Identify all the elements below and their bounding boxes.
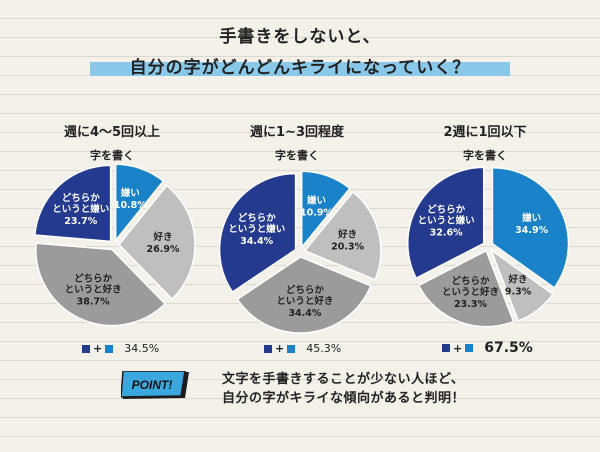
- pie-1-slice-4-label-line: どちらか: [62, 192, 101, 204]
- pie-2-slice-4-label-line: どちらか: [238, 212, 277, 224]
- chart-2-legend: + 45.3%: [264, 342, 341, 355]
- pie-2-slice-1-value: 10.9%: [300, 207, 333, 218]
- chart-3-legend: + 67.5%: [442, 340, 533, 356]
- chart-3-title: 2週に1回以下: [443, 125, 527, 140]
- pie-1-slice-4-label-line: というと嫌い: [52, 203, 109, 215]
- chart-1-summary: 34.5%: [124, 342, 160, 355]
- pie-3-slice-1: [491, 166, 570, 289]
- dark-blue-square-icon: [442, 344, 450, 352]
- pie-3-slice-4-label: どちらかというと嫌い: [418, 203, 475, 226]
- pie-3-slice-4-label-line: どちらか: [427, 203, 466, 215]
- pie-3-slice-2-label-line: 好き: [508, 273, 528, 285]
- point-badge-shape: [121, 371, 186, 398]
- pie-1-slice-2-label: 好き: [153, 231, 173, 243]
- pie-2-slice-3-label-line: どちらか: [286, 284, 325, 296]
- pie-3-slice-2-label: 好き: [508, 273, 528, 285]
- pie-1-slice-1: [114, 163, 165, 243]
- pie-3-slice-2-value: 9.3%: [505, 286, 532, 297]
- chart-3-summary: 67.5%: [484, 340, 533, 356]
- title-line-2-wrap: 自分の字がどんどんキライになっていく？: [89, 53, 511, 78]
- point-badge: POINT!: [121, 371, 189, 399]
- legend-plus: +: [275, 342, 285, 355]
- chart-3-subtitle: 字を書く: [463, 149, 507, 162]
- blue-square-icon: [287, 344, 296, 353]
- chart-2-summary: 45.3%: [306, 342, 342, 355]
- pie-2-slice-1-label-line: 嫌い: [306, 194, 326, 206]
- pie-2-slice-4-label: どちらかというと嫌い: [228, 212, 285, 235]
- pie-2-slice-1: [300, 170, 351, 250]
- pie-3-slice-1-label: 嫌い: [521, 212, 541, 224]
- pie-2-slice-4-label-line: というと嫌い: [228, 223, 285, 235]
- pie-3-slice-2: [489, 247, 554, 322]
- pie-1-slice-1-value: 10.8%: [114, 200, 147, 211]
- title-line-2: 自分の字がどんどんキライになっていく？: [129, 58, 471, 78]
- legend-plus: +: [453, 341, 463, 355]
- point-line-1: 文字を手書きすることが少ない人ほど、: [222, 372, 465, 387]
- legend-plus: +: [93, 342, 103, 355]
- pie-3-slice-4: [406, 166, 485, 280]
- pie-3-slice-3-label: どちらかというと好き: [442, 275, 499, 298]
- title-highlight-band: [89, 62, 511, 76]
- title-line-1: 手書きをしないと、: [219, 27, 381, 47]
- pie-2-slice-3-value: 34.4%: [288, 308, 321, 319]
- chart-2-subtitle: 字を書く: [275, 149, 319, 162]
- pie-1-slice-4-label: どちらかというと嫌い: [52, 192, 109, 215]
- chart-2-header: 週に1~3回程度 字を書く: [197, 121, 397, 163]
- blue-square-icon: [465, 344, 474, 352]
- pie-2-slice-2: [303, 190, 382, 281]
- chart-2-title: 週に1~3回程度: [250, 125, 344, 140]
- pie-3-slice-3-value: 23.3%: [454, 299, 487, 310]
- title-block: 手書きをしないと、 自分の字がどんどんキライになっていく？: [0, 22, 600, 78]
- pie-3-slice-4-value: 32.6%: [430, 227, 463, 238]
- chart-1-subtitle: 字を書く: [90, 149, 134, 162]
- pie-2-slice-2-label-line: 好き: [337, 228, 357, 240]
- pie-2-slice-1-label: 嫌い: [306, 194, 326, 206]
- pie-2-slice-2-value: 20.3%: [331, 241, 364, 252]
- dark-blue-square-icon: [82, 344, 90, 353]
- pie-3-slice-1-label-line: 嫌い: [521, 212, 541, 224]
- pie-1-slice-3-label-line: というと好き: [65, 283, 122, 295]
- point-line-2: 自分の字がキライな傾向があると判明！: [222, 391, 466, 406]
- pie-1-slice-4: [34, 164, 112, 243]
- point-text: 文字を手書きすることが少ない人ほど、 自分の字がキライな傾向があると判明！: [222, 370, 465, 408]
- pie-3-slice-3-label-line: どちらか: [452, 275, 491, 287]
- blue-square-icon: [105, 344, 114, 353]
- pie-3-slice-4-label-line: というと嫌い: [418, 214, 475, 226]
- chart-1-title: 週に4～5回以上: [63, 125, 161, 140]
- pie-3-slice-3: [417, 249, 515, 328]
- chart-1-header: 週に4～5回以上 字を書く: [12, 121, 212, 163]
- dark-blue-square-icon: [264, 344, 272, 353]
- chart-1-legend: + 34.5%: [82, 342, 159, 355]
- pie-2-slice-3: [236, 256, 372, 334]
- pie-2-slice-3-label: どちらかというと好き: [276, 284, 333, 307]
- pie-2-slice-2-label: 好き: [337, 228, 357, 240]
- pie-3-slice-1-value: 34.9%: [515, 225, 548, 236]
- pie-2-slice-3-label-line: というと好き: [276, 295, 333, 307]
- pie-1-slice-2-value: 26.9%: [147, 244, 180, 255]
- pie-1-slice-3-label: どちらかというと好き: [65, 272, 122, 295]
- pie-1-slice-1-label: 嫌い: [120, 187, 140, 199]
- pie-3-slice-3-label-line: というと好き: [442, 286, 499, 298]
- point-badge-text: POINT!: [132, 378, 173, 392]
- chart-3-header: 2週に1回以下 字を書く: [385, 121, 585, 163]
- pie-2-slice-4-value: 34.4%: [240, 236, 273, 247]
- pie-2-slice-4: [218, 172, 297, 294]
- pie-1-slice-4-value: 23.7%: [64, 216, 97, 227]
- pie-1-slice-2-label-line: 好き: [153, 231, 173, 243]
- pie-1-slice-3-label-line: どちらか: [74, 272, 113, 284]
- pie-1-slice-2: [117, 184, 196, 301]
- pie-1-slice-3-value: 38.7%: [77, 296, 110, 307]
- pie-1-slice-3: [35, 242, 167, 327]
- pie-1-slice-1-label-line: 嫌い: [120, 187, 140, 199]
